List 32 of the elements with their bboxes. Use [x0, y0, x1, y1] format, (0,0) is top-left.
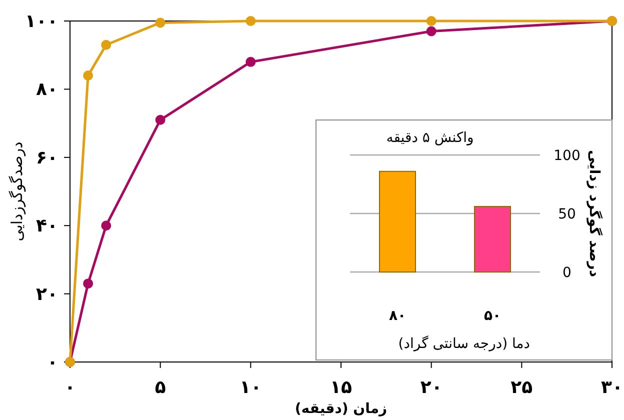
x-axis-title: زمان (دقیقه)	[294, 401, 388, 417]
y-tick-label: ۶۰	[36, 147, 58, 168]
y-axis-title: درصد گوگرد زدایی	[586, 150, 603, 278]
y-tick-label: ۸۰	[36, 79, 58, 100]
point	[426, 26, 436, 36]
y-tick-label: ۴۰	[36, 216, 58, 237]
x-tick-label: ۱۰	[240, 377, 262, 398]
y-tick-label: 0	[562, 265, 572, 281]
y-tick-label: ۲۰	[36, 284, 58, 305]
point	[101, 40, 112, 50]
point	[101, 220, 112, 231]
chart-title: واکنش ۵ دقیقه	[386, 130, 474, 146]
x-tick-label: ۳۰	[601, 377, 623, 398]
y-tick-label: ۰	[47, 352, 58, 373]
point	[426, 16, 436, 26]
y-tick-label: ۱۰۰	[25, 11, 58, 32]
x-tick-label: ۲۰	[420, 377, 442, 398]
x-tick-label: ۵۰	[484, 308, 502, 324]
x-tick-label: ۵	[154, 377, 166, 398]
point	[83, 70, 94, 81]
x-tick-label: ۲۵	[510, 377, 533, 398]
x-axis-title: دما (درجه سانتی گراد)	[398, 335, 530, 352]
y-tick-label: 50	[558, 206, 576, 222]
point	[246, 56, 256, 67]
x-tick-label: ۰	[64, 377, 76, 398]
point	[155, 18, 166, 28]
y-axis-title: درصدگوگرزدایی	[8, 142, 26, 242]
point	[155, 114, 166, 125]
y-tick-label: 100	[554, 148, 580, 164]
point	[83, 278, 94, 289]
x-tick-label: ۱۵	[330, 377, 352, 398]
point	[246, 16, 256, 26]
